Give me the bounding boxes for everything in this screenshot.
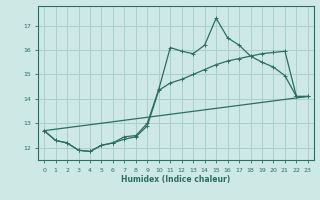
X-axis label: Humidex (Indice chaleur): Humidex (Indice chaleur) (121, 175, 231, 184)
